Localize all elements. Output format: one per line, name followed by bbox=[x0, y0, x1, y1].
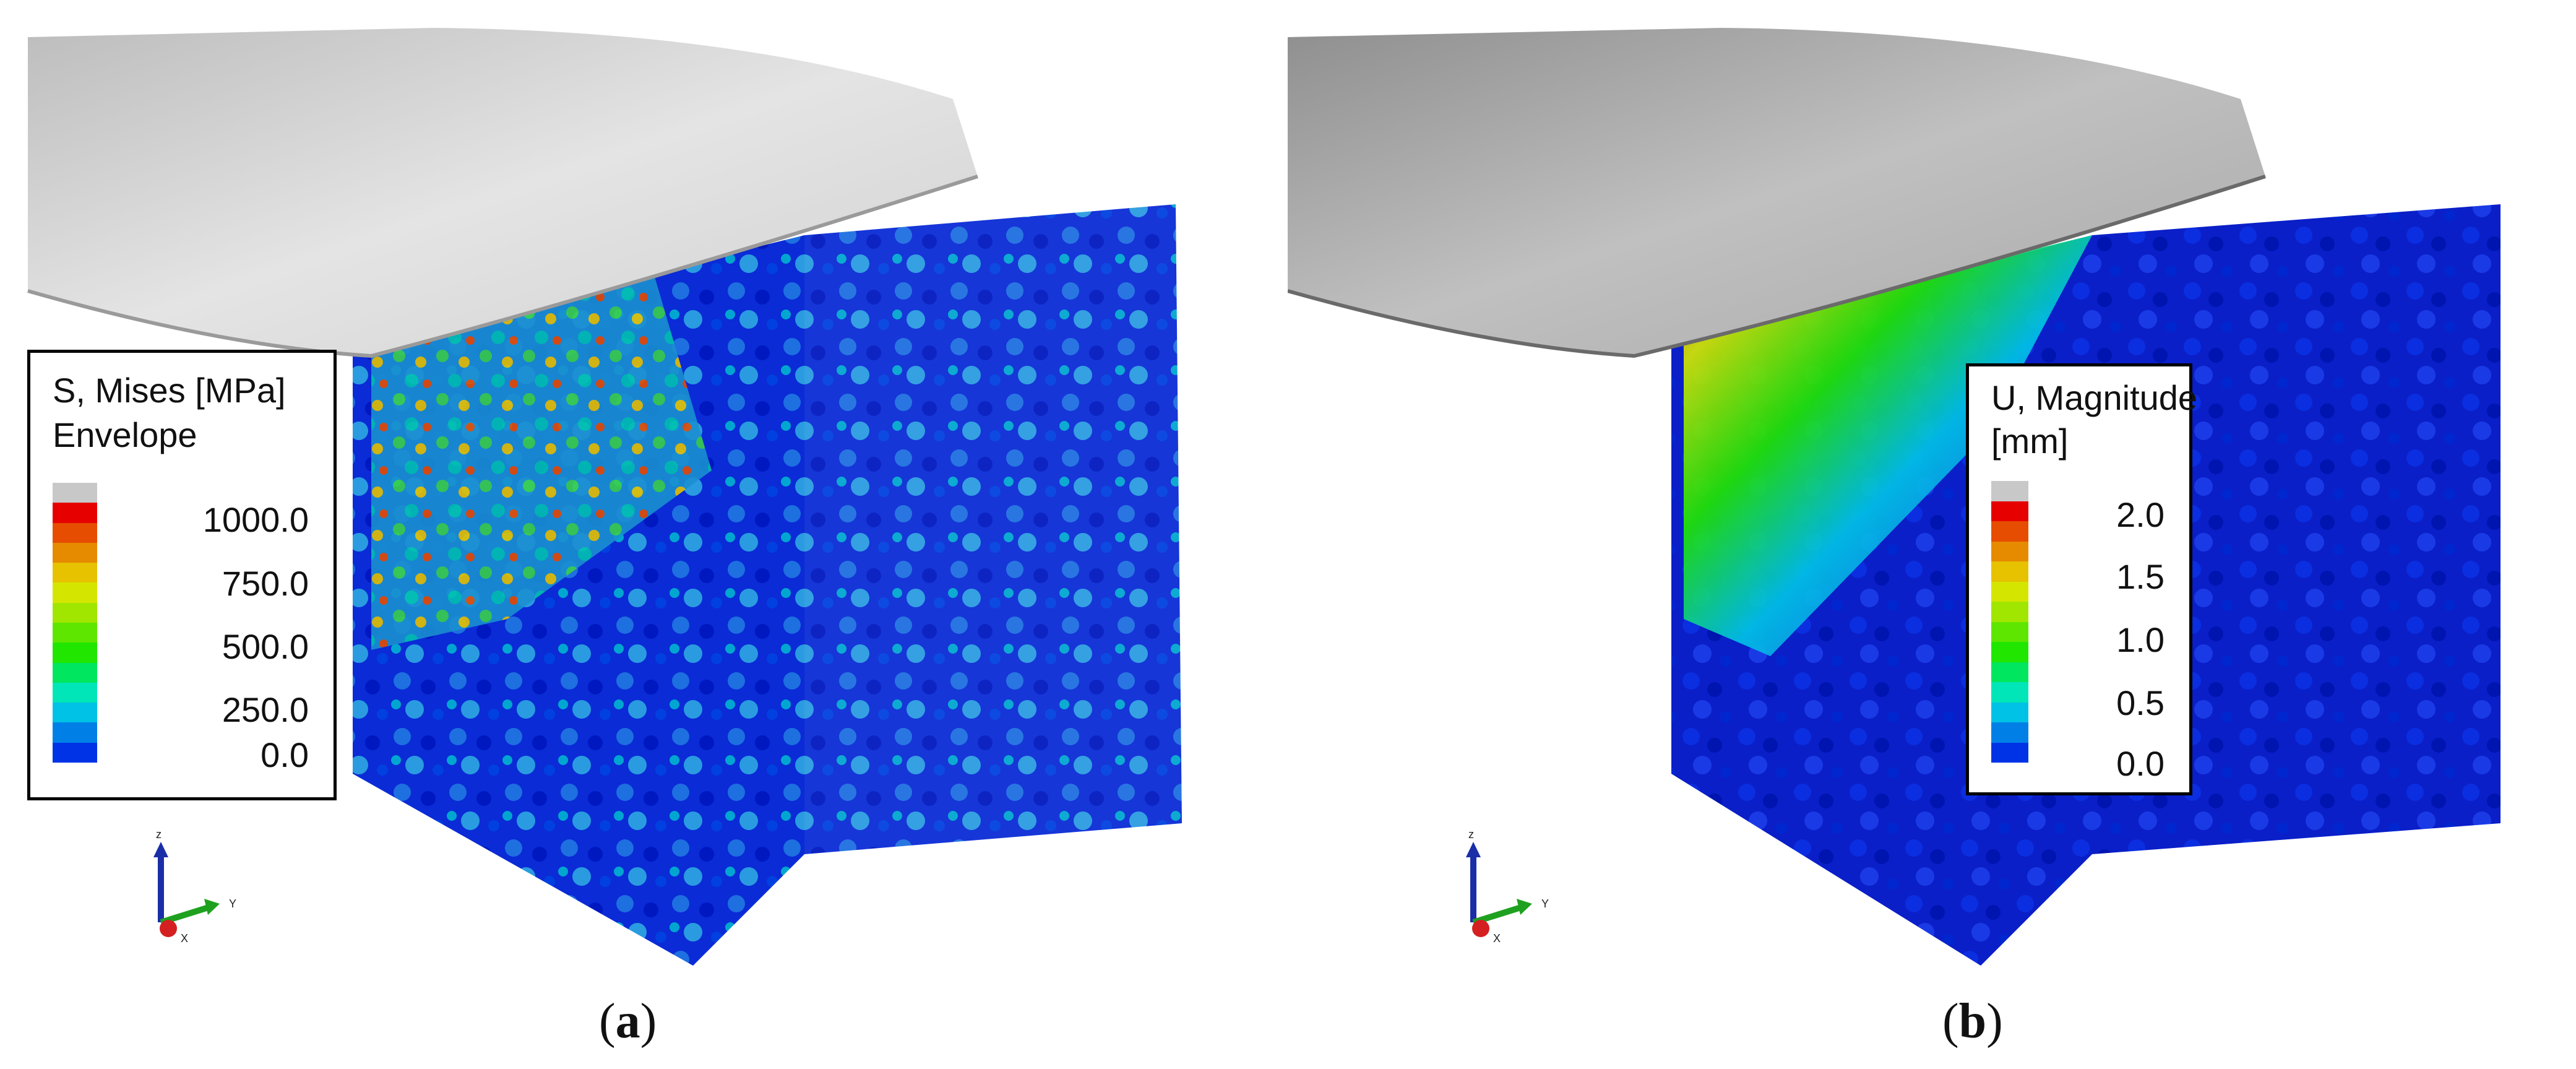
legend-tick-label: 750.0 bbox=[222, 564, 309, 603]
legend-tick-label: 1.5 bbox=[2116, 557, 2165, 596]
legend-color-swatch bbox=[53, 542, 97, 563]
axes-triad: z Y X bbox=[1466, 829, 1549, 945]
foam-cube-side bbox=[804, 204, 1182, 854]
legend-tick-label: 0.0 bbox=[261, 735, 309, 774]
legend-tick-label: 250.0 bbox=[222, 690, 309, 729]
axis-label-y: Y bbox=[1541, 898, 1549, 910]
legend-title-line-1: S, Mises [MPa] bbox=[53, 371, 286, 410]
legend-color-swatch bbox=[53, 582, 97, 603]
axis-label-x: X bbox=[1493, 932, 1501, 945]
legend-title-line-2: Envelope bbox=[53, 415, 197, 454]
panel-caption-a: (a) bbox=[599, 994, 657, 1049]
legend-color-swatch bbox=[53, 742, 97, 763]
legend-color-swatch bbox=[53, 602, 97, 623]
legend-color-swatch bbox=[1991, 581, 2028, 602]
legend-color-swatch bbox=[53, 503, 97, 523]
legend-tick-label: 0.0 bbox=[2116, 744, 2165, 783]
displacement-legend: U, Magnitude [mm] 2.0 1.5 1.0 0.5 0.0 bbox=[1966, 363, 2197, 795]
legend-color-swatch bbox=[53, 682, 97, 703]
legend-color-swatch bbox=[1991, 481, 2028, 501]
legend-color-swatch bbox=[53, 483, 97, 503]
axis-label-z: z bbox=[1468, 829, 1474, 841]
legend-title-line-2: [mm] bbox=[1991, 422, 2069, 461]
legend-color-swatch bbox=[1991, 521, 2028, 542]
panel-a: S, Mises [MPa] Envelope 1000.0 750.0 500… bbox=[27, 28, 1182, 1049]
legend-color-swatch bbox=[1991, 662, 2028, 682]
legend-tick-label: 1000.0 bbox=[202, 500, 309, 539]
legend-color-swatch bbox=[1991, 682, 2028, 703]
axis-label-x: X bbox=[181, 932, 188, 945]
legend-colorbar bbox=[53, 483, 97, 763]
panel-b: U, Magnitude [mm] 2.0 1.5 1.0 0.5 0.0 z … bbox=[1288, 0, 2575, 1069]
legend-color-swatch bbox=[53, 643, 97, 663]
legend-color-swatch bbox=[1991, 702, 2028, 722]
legend-color-swatch bbox=[53, 563, 97, 583]
legend-color-swatch bbox=[53, 703, 97, 723]
legend-color-swatch bbox=[1991, 602, 2028, 622]
legend-tick-label: 500.0 bbox=[222, 627, 309, 666]
legend-color-swatch bbox=[1991, 501, 2028, 521]
displacement-hotspot bbox=[1684, 235, 2092, 656]
axis-label-y: Y bbox=[229, 898, 236, 910]
stress-legend: S, Mises [MPa] Envelope 1000.0 750.0 500… bbox=[27, 350, 337, 800]
legend-color-swatch bbox=[1991, 742, 2028, 763]
legend-color-swatch bbox=[53, 623, 97, 643]
legend-color-swatch bbox=[1991, 541, 2028, 561]
legend-color-swatch bbox=[53, 522, 97, 543]
legend-colorbar bbox=[1991, 481, 2028, 763]
legend-title-line-1: U, Magnitude bbox=[1991, 378, 2198, 417]
legend-color-swatch bbox=[53, 722, 97, 743]
indenter-disk bbox=[28, 28, 978, 356]
indenter-disk bbox=[1288, 28, 2265, 356]
panel-caption-b: (b) bbox=[1942, 994, 2003, 1049]
legend-tick-label: 0.5 bbox=[2116, 683, 2165, 722]
legend-color-swatch bbox=[1991, 561, 2028, 582]
foam-cube-side bbox=[2092, 204, 2501, 854]
axes-triad: z Y X bbox=[153, 829, 236, 945]
legend-color-swatch bbox=[1991, 642, 2028, 662]
legend-color-swatch bbox=[1991, 722, 2028, 743]
stress-contour-render bbox=[27, 28, 1182, 966]
legend-tick-label: 1.0 bbox=[2116, 620, 2165, 659]
legend-color-swatch bbox=[1991, 621, 2028, 642]
legend-tick-label: 2.0 bbox=[2116, 495, 2165, 534]
stress-hotspot bbox=[371, 260, 712, 650]
axis-label-z: z bbox=[156, 829, 162, 841]
legend-color-swatch bbox=[53, 662, 97, 683]
